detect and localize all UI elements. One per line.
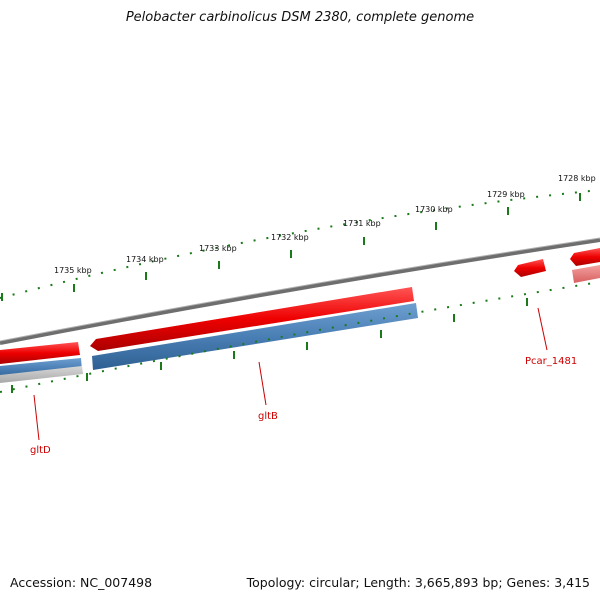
inner-scale-major-ticks: [11, 298, 528, 393]
scale-label: 1732 kbp: [271, 233, 309, 242]
gene-label-gltB[interactable]: gltB: [258, 411, 278, 422]
scale-label: 1728 kbp: [558, 174, 596, 183]
gene-right-edge-red[interactable]: [570, 248, 600, 266]
map-title: Pelobacter carbinolicus DSM 2380, comple…: [125, 10, 475, 25]
scale-label: 1729 kbp: [487, 190, 525, 199]
scale-label: 1733 kbp: [199, 244, 237, 253]
scale-label: 1734 kbp: [126, 255, 164, 264]
genome-summary-text: Topology: circular; Length: 3,665,893 bp…: [246, 575, 590, 590]
gene-label-Pcar-1481[interactable]: Pcar_1481: [525, 356, 577, 367]
gltD-leader-line: [33, 394, 40, 441]
outer-scale-major-ticks: [1, 193, 581, 301]
gene-gltB-forward[interactable]: [90, 287, 414, 351]
inner-scale-dots: [0, 281, 600, 393]
genome-backbone: [0, 238, 600, 345]
cds-right-edge-faded[interactable]: [572, 265, 600, 283]
cds-gltB[interactable]: [92, 303, 418, 370]
scale-label: 1731 kbp: [343, 219, 381, 228]
Pcar-1481-leader-line: [537, 307, 548, 351]
gene-Pcar-1481[interactable]: [514, 259, 546, 277]
gene-label-gltD[interactable]: gltD: [30, 445, 51, 456]
scale-labels: 1735 kbp 1734 kbp 1733 kbp 1732 kbp 1731 kbp…: [54, 174, 596, 275]
feature-grey-left: [0, 366, 83, 383]
accession-text: Accession: NC_007498: [10, 575, 153, 590]
scale-label: 1730 kbp: [415, 205, 453, 214]
scale-label: 1735 kbp: [54, 266, 92, 275]
gltB-leader-line: [258, 361, 267, 406]
genome-backbone-highlight: [0, 237, 600, 342]
outer-scale-dots: [0, 189, 600, 299]
gene-gltD-forward[interactable]: [0, 342, 80, 364]
